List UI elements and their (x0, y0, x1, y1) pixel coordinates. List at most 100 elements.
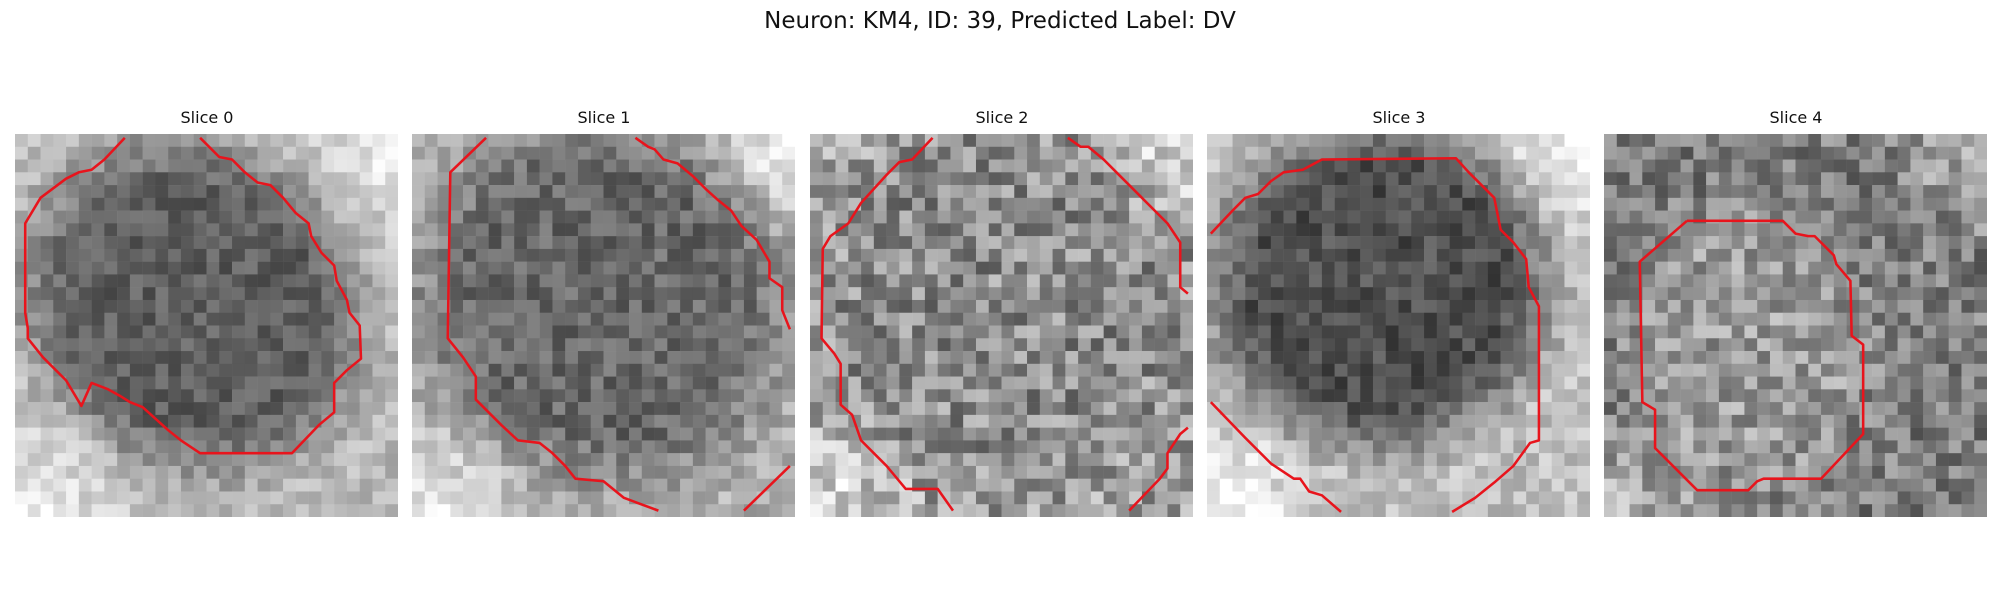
image-pixel (1436, 465, 1450, 479)
image-pixel (975, 504, 989, 517)
image-pixel (1411, 223, 1425, 237)
image-pixel (1372, 287, 1386, 301)
image-pixel (1526, 261, 1540, 275)
image-pixel (372, 248, 386, 262)
image-pixel (295, 402, 309, 416)
image-pixel (1526, 223, 1540, 237)
image-pixel (1961, 274, 1975, 288)
image-pixel (1462, 185, 1476, 199)
image-pixel (168, 414, 182, 428)
image-pixel (641, 248, 655, 262)
image-pixel (475, 440, 489, 454)
image-pixel (1731, 172, 1745, 186)
image-pixel (270, 197, 284, 211)
image-pixel (78, 325, 92, 339)
image-pixel (1372, 465, 1386, 479)
image-pixel (270, 274, 284, 288)
image-pixel (1655, 248, 1669, 262)
image-pixel (1090, 159, 1104, 173)
image-pixel (1667, 351, 1681, 365)
image-pixel (963, 274, 977, 288)
image-pixel (1859, 261, 1873, 275)
image-pixel (1283, 440, 1297, 454)
image-pixel (963, 389, 977, 403)
image-pixel (1462, 274, 1476, 288)
image-pixel (861, 414, 875, 428)
image-pixel (950, 338, 964, 352)
image-pixel (1103, 261, 1117, 275)
image-pixel (501, 287, 515, 301)
image-pixel (385, 299, 398, 313)
image-pixel (1757, 440, 1771, 454)
image-pixel (692, 261, 706, 275)
image-pixel (924, 210, 938, 224)
image-pixel (219, 274, 233, 288)
image-pixel (822, 299, 836, 313)
image-pixel (616, 197, 630, 211)
image-pixel (424, 261, 438, 275)
image-pixel (1001, 389, 1015, 403)
image-pixel (1782, 465, 1796, 479)
image-pixel (1706, 312, 1720, 326)
image-pixel (244, 478, 258, 492)
image-pixel (1078, 504, 1092, 517)
image-pixel (1923, 134, 1937, 148)
image-pixel (590, 338, 604, 352)
image-pixel (270, 351, 284, 365)
image-pixel (1334, 440, 1348, 454)
image-pixel (1782, 197, 1796, 211)
image-pixel (53, 363, 67, 377)
image-pixel (1296, 236, 1310, 250)
image-pixel (1258, 210, 1272, 224)
image-pixel (603, 312, 617, 326)
image-pixel (1680, 185, 1694, 199)
image-pixel (937, 274, 951, 288)
image-pixel (1897, 159, 1911, 173)
image-pixel (1795, 376, 1809, 390)
image-pixel (1718, 351, 1732, 365)
image-pixel (1347, 363, 1361, 377)
image-pixel (475, 504, 489, 517)
image-pixel (1065, 248, 1079, 262)
image-pixel (1513, 312, 1527, 326)
image-pixel (975, 491, 989, 505)
image-pixel (270, 261, 284, 275)
image-pixel (1052, 185, 1066, 199)
image-pixel (168, 389, 182, 403)
image-pixel (168, 478, 182, 492)
image-pixel (603, 185, 617, 199)
image-pixel (1718, 376, 1732, 390)
image-pixel (590, 402, 604, 416)
image-pixel (565, 210, 579, 224)
image-pixel (603, 465, 617, 479)
image-pixel (488, 414, 502, 428)
image-pixel (193, 363, 207, 377)
image-pixel (1731, 427, 1745, 441)
image-pixel (680, 185, 694, 199)
image-pixel (27, 223, 41, 237)
image-pixel (565, 389, 579, 403)
image-pixel (835, 261, 849, 275)
image-pixel (1014, 491, 1028, 505)
image-pixel (1258, 453, 1272, 467)
image-pixel (1449, 325, 1463, 339)
image-pixel (1513, 338, 1527, 352)
image-pixel (1731, 414, 1745, 428)
image-pixel (539, 146, 553, 160)
image-pixel (488, 440, 502, 454)
image-pixel (975, 185, 989, 199)
image-pixel (475, 274, 489, 288)
image-pixel (731, 504, 745, 517)
image-pixel (501, 159, 515, 173)
image-pixel (129, 197, 143, 211)
image-pixel (334, 351, 348, 365)
image-pixel (526, 299, 540, 313)
image-pixel (769, 453, 783, 467)
image-pixel (1604, 491, 1618, 505)
image-pixel (1385, 210, 1399, 224)
image-pixel (1449, 146, 1463, 160)
image-pixel (193, 159, 207, 173)
image-pixel (295, 236, 309, 250)
image-pixel (1258, 504, 1272, 517)
image-pixel (206, 453, 220, 467)
